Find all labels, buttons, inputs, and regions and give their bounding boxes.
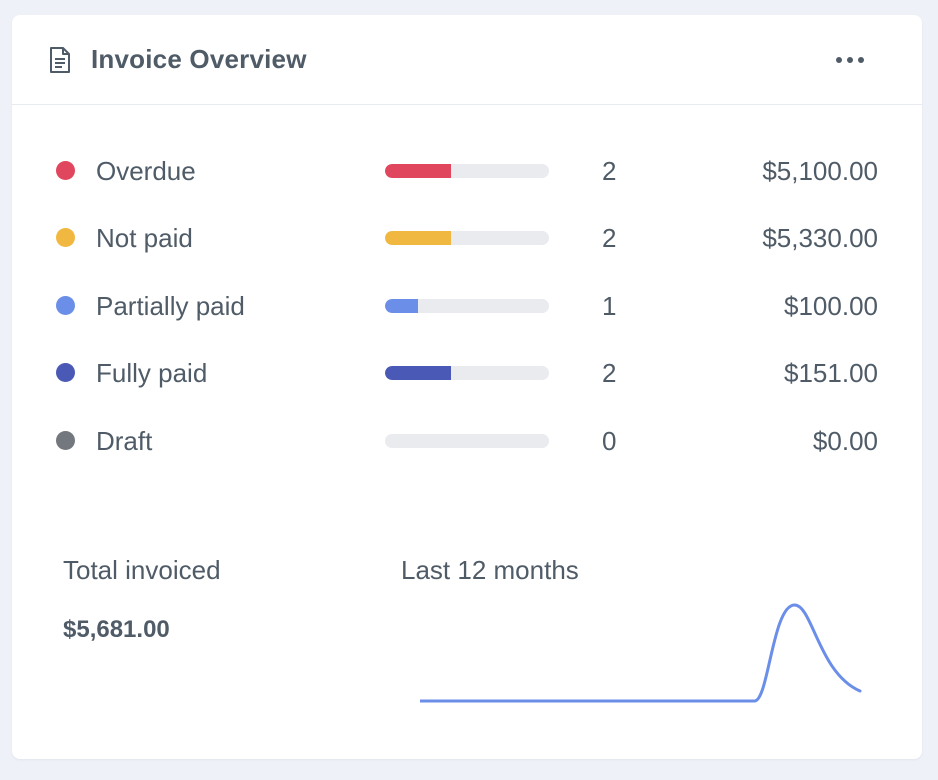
status-dot: [56, 296, 75, 315]
document-icon: [50, 47, 70, 73]
status-row-partially-paid[interactable]: Partially paid 1 $100.00: [12, 285, 922, 325]
status-dot: [56, 431, 75, 450]
status-row-not-paid[interactable]: Not paid 2 $5,330.00: [12, 217, 922, 257]
status-count: 0: [602, 426, 617, 456]
progress-fill: [385, 366, 451, 380]
more-horizontal-icon: [836, 57, 842, 63]
trend-label: Last 12 months: [401, 555, 579, 585]
invoice-overview-card: Invoice Overview Overdue 2 $5,100.00 Not…: [12, 15, 922, 759]
status-label: Partially paid: [96, 291, 245, 321]
status-label: Overdue: [96, 156, 196, 186]
status-amount: $151.00: [784, 358, 878, 388]
more-options-button[interactable]: [828, 49, 872, 71]
status-row-fully-paid[interactable]: Fully paid 2 $151.00: [12, 352, 922, 392]
progress-fill: [385, 231, 451, 245]
status-row-draft[interactable]: Draft 0 $0.00: [12, 420, 922, 460]
status-amount: $100.00: [784, 291, 878, 321]
status-label: Draft: [96, 426, 153, 456]
progress-track: [385, 366, 549, 380]
progress-track: [385, 164, 549, 178]
status-amount: $0.00: [812, 426, 878, 456]
progress-fill: [385, 164, 451, 178]
status-label: Fully paid: [96, 358, 208, 388]
progress-track: [385, 299, 549, 313]
progress-track: [385, 231, 549, 245]
total-invoiced-value: $5,681.00: [63, 616, 170, 643]
status-amount: $5,330.00: [762, 223, 878, 253]
status-label: Not paid: [96, 223, 193, 253]
status-count: 2: [602, 223, 617, 253]
status-dot: [56, 161, 75, 180]
trend-line: [420, 603, 862, 703]
status-count: 2: [602, 156, 617, 186]
progress-fill: [385, 299, 418, 313]
card-header: Invoice Overview: [12, 15, 922, 105]
status-amount: $5,100.00: [762, 156, 878, 186]
card-title: Invoice Overview: [91, 44, 307, 74]
trend-sparkline: [420, 603, 862, 703]
status-count: 2: [602, 358, 617, 388]
status-dot: [56, 228, 75, 247]
total-invoiced-label: Total invoiced: [63, 555, 221, 585]
status-dot: [56, 363, 75, 382]
status-count: 1: [602, 291, 617, 321]
progress-track: [385, 434, 549, 448]
status-row-overdue[interactable]: Overdue 2 $5,100.00: [12, 150, 922, 190]
